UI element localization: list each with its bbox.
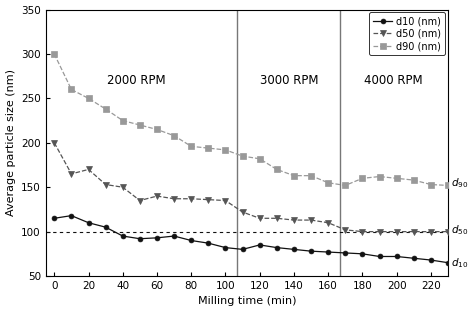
d50 (nm) — [223, 199, 228, 202]
d50 (nm) — [325, 221, 331, 225]
Text: 3000 RPM: 3000 RPM — [260, 74, 318, 87]
d50 (nm) — [69, 172, 74, 176]
d50 (nm) — [394, 230, 400, 233]
Line: d10 (nm): d10 (nm) — [52, 213, 450, 265]
Text: $\mathit{d}_{90}$: $\mathit{d}_{90}$ — [451, 176, 469, 190]
Y-axis label: Average particle size (nm): Average particle size (nm) — [6, 69, 16, 216]
d10 (nm) — [445, 261, 451, 265]
Text: $\mathit{d}_{50}$: $\mathit{d}_{50}$ — [451, 223, 469, 237]
d50 (nm) — [137, 199, 143, 202]
d90 (nm) — [325, 181, 331, 185]
d90 (nm) — [240, 154, 246, 158]
d10 (nm) — [360, 252, 365, 256]
d50 (nm) — [445, 230, 451, 233]
d90 (nm) — [257, 157, 263, 161]
d10 (nm) — [411, 256, 417, 260]
d50 (nm) — [52, 141, 57, 145]
d90 (nm) — [394, 177, 400, 180]
d90 (nm) — [171, 134, 177, 138]
Line: d50 (nm): d50 (nm) — [51, 139, 451, 235]
d10 (nm) — [120, 234, 126, 238]
d10 (nm) — [137, 237, 143, 241]
d10 (nm) — [325, 250, 331, 254]
d90 (nm) — [120, 119, 126, 122]
d90 (nm) — [188, 144, 194, 148]
d10 (nm) — [69, 214, 74, 217]
d90 (nm) — [411, 178, 417, 182]
d90 (nm) — [103, 107, 109, 111]
Legend: d10 (nm), d50 (nm), d90 (nm): d10 (nm), d50 (nm), d90 (nm) — [369, 12, 445, 55]
d90 (nm) — [445, 183, 451, 187]
d90 (nm) — [360, 177, 365, 180]
d50 (nm) — [240, 210, 246, 214]
d10 (nm) — [86, 221, 91, 225]
d10 (nm) — [240, 247, 246, 251]
d90 (nm) — [342, 183, 348, 187]
d50 (nm) — [342, 228, 348, 232]
d50 (nm) — [411, 230, 417, 233]
d50 (nm) — [154, 194, 160, 198]
d10 (nm) — [308, 249, 314, 253]
d50 (nm) — [428, 230, 434, 233]
d10 (nm) — [103, 225, 109, 229]
d90 (nm) — [137, 123, 143, 127]
d50 (nm) — [291, 218, 297, 222]
d10 (nm) — [154, 236, 160, 240]
Text: $\mathit{d}_{10}$: $\mathit{d}_{10}$ — [451, 256, 469, 270]
d90 (nm) — [428, 183, 434, 186]
d90 (nm) — [86, 96, 91, 100]
d10 (nm) — [171, 234, 177, 238]
d50 (nm) — [308, 218, 314, 222]
d90 (nm) — [206, 146, 211, 150]
d50 (nm) — [274, 217, 280, 220]
Line: d90 (nm): d90 (nm) — [51, 51, 451, 188]
d90 (nm) — [308, 174, 314, 178]
d10 (nm) — [206, 241, 211, 245]
d50 (nm) — [120, 185, 126, 189]
d10 (nm) — [52, 217, 57, 220]
d90 (nm) — [377, 175, 383, 178]
d90 (nm) — [274, 168, 280, 171]
d50 (nm) — [103, 183, 109, 186]
d90 (nm) — [52, 52, 57, 56]
d10 (nm) — [291, 247, 297, 251]
d50 (nm) — [188, 197, 194, 201]
d50 (nm) — [257, 217, 263, 220]
d50 (nm) — [171, 197, 177, 201]
d90 (nm) — [291, 174, 297, 178]
d50 (nm) — [206, 198, 211, 202]
d10 (nm) — [342, 251, 348, 255]
d10 (nm) — [428, 258, 434, 262]
d10 (nm) — [223, 246, 228, 250]
Text: 2000 RPM: 2000 RPM — [107, 74, 166, 87]
X-axis label: Milling time (min): Milling time (min) — [198, 296, 296, 306]
d90 (nm) — [223, 148, 228, 152]
d10 (nm) — [257, 243, 263, 247]
d10 (nm) — [274, 246, 280, 250]
Text: 4000 RPM: 4000 RPM — [364, 74, 422, 87]
d90 (nm) — [69, 88, 74, 91]
d50 (nm) — [377, 230, 383, 233]
d10 (nm) — [394, 255, 400, 258]
d10 (nm) — [188, 239, 194, 242]
d90 (nm) — [154, 128, 160, 131]
d50 (nm) — [360, 230, 365, 233]
d10 (nm) — [377, 255, 383, 258]
d50 (nm) — [86, 168, 91, 171]
